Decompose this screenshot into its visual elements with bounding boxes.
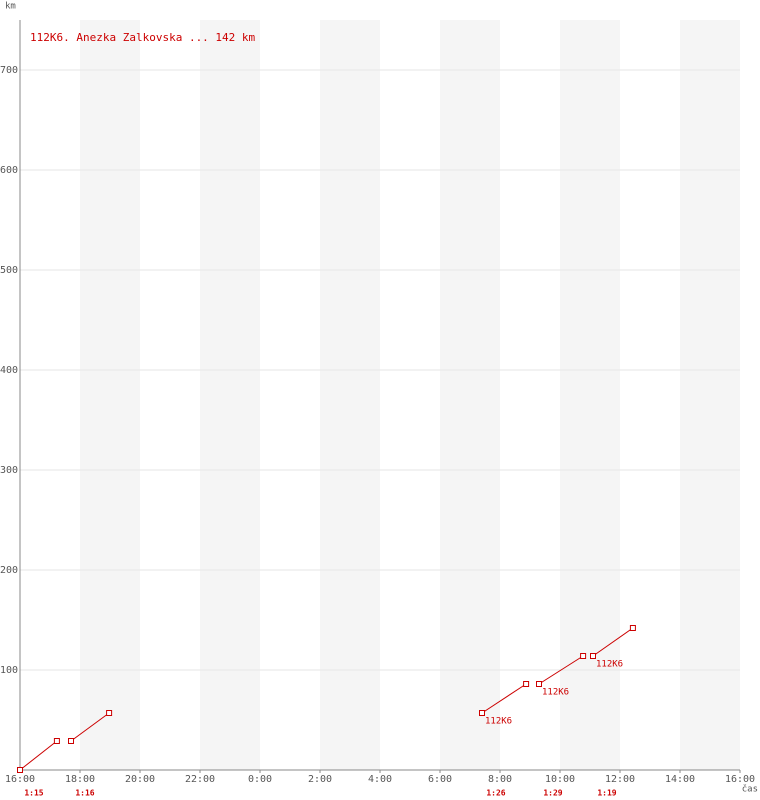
duration-label: 1:26 [486,789,505,798]
point [68,738,74,744]
x-tick-label: 12:00 [605,774,635,785]
band [320,20,380,770]
duration-label: 1:29 [543,789,562,798]
duration-label: 1:19 [597,789,616,798]
segment-line [538,655,584,685]
point [590,653,596,659]
y-tick-label: 700 [0,65,18,76]
x-tick-label: 16:00 [5,774,35,785]
x-tick-label: 4:00 [368,774,392,785]
point [629,625,636,631]
x-tick-label: 0:00 [248,774,272,785]
segment-label: 112K6 [596,660,623,670]
segment-label: 112K6 [542,688,569,698]
segment-line [481,683,527,714]
x-tick-label: 20:00 [125,774,155,785]
x-tick-label: 18:00 [65,774,95,785]
y-tick-label: 500 [0,265,18,276]
point [536,681,542,687]
x-axis-label: čas [742,784,758,795]
band [440,20,500,770]
point [580,653,587,659]
x-tick-label: 10:00 [545,774,575,785]
segment-line [70,712,110,742]
segment-line [19,740,58,771]
band [560,20,620,770]
x-tick-label: 14:00 [665,774,695,785]
band [200,20,260,770]
y-tick-label: 600 [0,165,18,176]
point [53,738,60,744]
band [80,20,140,770]
x-tick-label: 2:00 [308,774,332,785]
y-tick-label: 300 [0,465,18,476]
point [106,710,113,716]
duration-label: 1:15 [24,789,43,798]
point [479,710,485,716]
duration-label: 1:16 [75,789,94,798]
bands [80,20,740,770]
segment-label: 112K6 [485,717,512,727]
chart-title: 112K6. Anezka Zalkovska ... 142 km [30,31,256,44]
y-tick-label: 400 [0,365,18,376]
segment-line [592,627,634,657]
x-tick-label: 8:00 [488,774,512,785]
point [523,681,530,687]
x-tick-label: 16:00 [725,774,755,785]
point [17,767,23,773]
band [680,20,740,770]
y-tick-label: 200 [0,565,18,576]
x-tick-label: 22:00 [185,774,215,785]
y-tick-label: 100 [0,665,18,676]
y-axis-label: km [5,2,16,12]
x-tick-label: 6:00 [428,774,452,785]
